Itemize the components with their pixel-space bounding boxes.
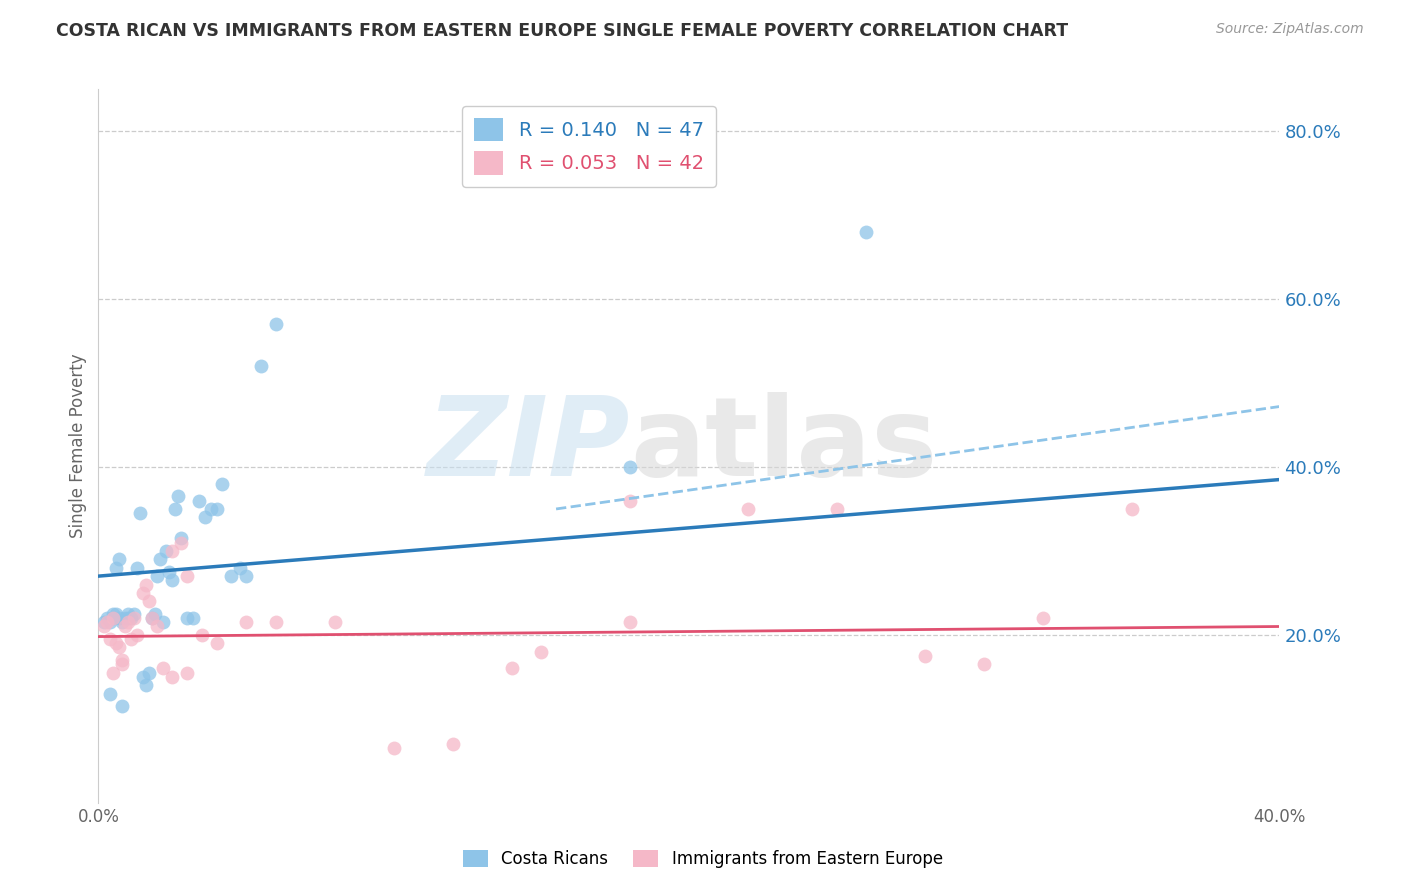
Point xyxy=(187,493,209,508)
Point xyxy=(200,502,222,516)
Point xyxy=(176,569,198,583)
Point xyxy=(122,607,145,621)
Point xyxy=(132,670,155,684)
Point xyxy=(170,535,193,549)
Point xyxy=(98,615,121,630)
Point xyxy=(162,574,183,588)
Point xyxy=(619,460,641,475)
Point xyxy=(176,611,198,625)
Point xyxy=(181,611,204,625)
Point xyxy=(211,476,233,491)
Point xyxy=(382,741,405,756)
Point xyxy=(205,636,228,650)
Point xyxy=(105,636,128,650)
Point xyxy=(98,687,121,701)
Text: atlas: atlas xyxy=(630,392,938,500)
Point xyxy=(914,648,936,663)
Point xyxy=(120,611,142,625)
Point xyxy=(117,611,139,625)
Point xyxy=(170,532,193,546)
Point xyxy=(235,569,257,583)
Legend: R = 0.140   N = 47, R = 0.053   N = 42: R = 0.140 N = 47, R = 0.053 N = 42 xyxy=(463,106,716,186)
Point xyxy=(128,506,150,520)
Point xyxy=(152,661,174,675)
Point xyxy=(619,493,641,508)
Point xyxy=(250,359,273,374)
Point xyxy=(205,502,228,516)
Point xyxy=(191,628,214,642)
Point xyxy=(143,607,166,621)
Point xyxy=(167,489,190,503)
Point xyxy=(125,560,148,574)
Point xyxy=(103,611,125,625)
Point xyxy=(122,611,145,625)
Point xyxy=(146,619,169,633)
Point xyxy=(111,615,134,630)
Point xyxy=(619,615,641,630)
Point xyxy=(149,552,172,566)
Point xyxy=(138,665,160,680)
Y-axis label: Single Female Poverty: Single Female Poverty xyxy=(69,354,87,538)
Point xyxy=(96,615,118,630)
Point xyxy=(138,594,160,608)
Point xyxy=(108,552,131,566)
Point xyxy=(229,560,252,574)
Point xyxy=(194,510,217,524)
Point xyxy=(105,560,128,574)
Point xyxy=(323,615,346,630)
Point xyxy=(132,586,155,600)
Point xyxy=(155,544,177,558)
Point xyxy=(219,569,242,583)
Text: COSTA RICAN VS IMMIGRANTS FROM EASTERN EUROPE SINGLE FEMALE POVERTY CORRELATION : COSTA RICAN VS IMMIGRANTS FROM EASTERN E… xyxy=(56,22,1069,40)
Point xyxy=(103,607,125,621)
Point xyxy=(1032,611,1054,625)
Point xyxy=(117,607,139,621)
Point xyxy=(96,611,118,625)
Point xyxy=(501,661,523,675)
Text: Source: ZipAtlas.com: Source: ZipAtlas.com xyxy=(1216,22,1364,37)
Point xyxy=(111,653,134,667)
Point xyxy=(165,502,187,516)
Point xyxy=(135,678,157,692)
Point xyxy=(93,619,115,633)
Point xyxy=(264,318,287,332)
Point xyxy=(120,632,142,646)
Point xyxy=(135,577,157,591)
Point xyxy=(737,502,759,516)
Point xyxy=(146,569,169,583)
Point xyxy=(114,611,136,625)
Point xyxy=(108,611,131,625)
Point xyxy=(162,670,183,684)
Point xyxy=(441,737,464,751)
Point xyxy=(111,699,134,714)
Point xyxy=(93,615,115,630)
Point xyxy=(103,611,125,625)
Point xyxy=(111,657,134,672)
Point xyxy=(141,611,163,625)
Point xyxy=(117,615,139,630)
Legend: Costa Ricans, Immigrants from Eastern Europe: Costa Ricans, Immigrants from Eastern Eu… xyxy=(457,843,949,875)
Point xyxy=(176,665,198,680)
Point xyxy=(152,615,174,630)
Point xyxy=(973,657,995,672)
Text: ZIP: ZIP xyxy=(426,392,630,500)
Point xyxy=(125,628,148,642)
Point xyxy=(141,611,163,625)
Point xyxy=(103,665,125,680)
Point xyxy=(98,632,121,646)
Point xyxy=(1121,502,1143,516)
Point xyxy=(825,502,848,516)
Point xyxy=(114,619,136,633)
Point xyxy=(530,645,553,659)
Point xyxy=(235,615,257,630)
Point xyxy=(157,565,180,579)
Point xyxy=(264,615,287,630)
Point xyxy=(855,225,877,239)
Point xyxy=(108,640,131,655)
Point xyxy=(162,544,183,558)
Point xyxy=(105,607,128,621)
